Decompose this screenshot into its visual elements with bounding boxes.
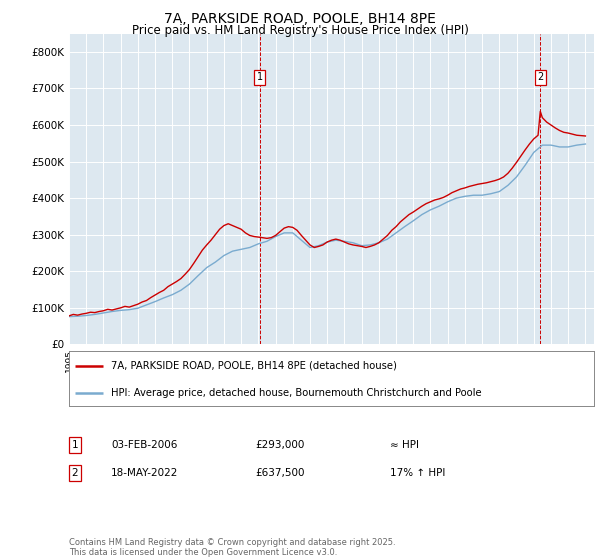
Text: ≈ HPI: ≈ HPI — [390, 440, 419, 450]
Text: 17% ↑ HPI: 17% ↑ HPI — [390, 468, 445, 478]
Text: Contains HM Land Registry data © Crown copyright and database right 2025.
This d: Contains HM Land Registry data © Crown c… — [69, 538, 395, 557]
Text: 7A, PARKSIDE ROAD, POOLE, BH14 8PE: 7A, PARKSIDE ROAD, POOLE, BH14 8PE — [164, 12, 436, 26]
Text: £637,500: £637,500 — [255, 468, 305, 478]
Text: 03-FEB-2006: 03-FEB-2006 — [111, 440, 178, 450]
Text: 1: 1 — [257, 72, 263, 82]
Text: 7A, PARKSIDE ROAD, POOLE, BH14 8PE (detached house): 7A, PARKSIDE ROAD, POOLE, BH14 8PE (deta… — [111, 361, 397, 371]
Text: 18-MAY-2022: 18-MAY-2022 — [111, 468, 178, 478]
Text: HPI: Average price, detached house, Bournemouth Christchurch and Poole: HPI: Average price, detached house, Bour… — [111, 389, 482, 398]
Text: 1: 1 — [71, 440, 79, 450]
Text: Price paid vs. HM Land Registry's House Price Index (HPI): Price paid vs. HM Land Registry's House … — [131, 24, 469, 37]
Text: 2: 2 — [537, 72, 544, 82]
Text: £293,000: £293,000 — [255, 440, 304, 450]
Text: 2: 2 — [71, 468, 79, 478]
